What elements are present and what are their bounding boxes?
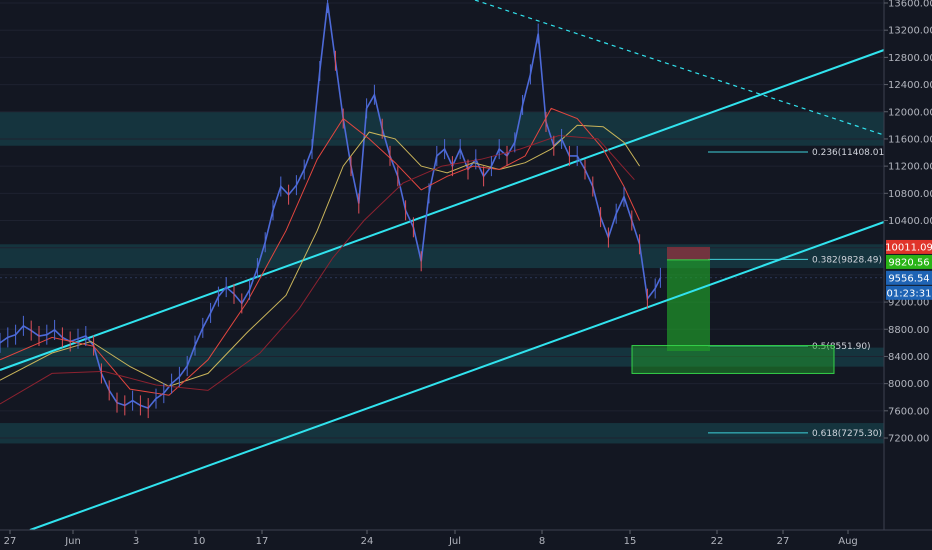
series-price: [0, 2, 662, 410]
y-tick-label-8: 10400.00: [888, 216, 932, 227]
y-tick-label-12: 12000.00: [888, 107, 932, 118]
y-tick-label-13: 12400.00: [888, 80, 932, 91]
position-stop-zone: [667, 246, 710, 260]
y-tick-label-0: 7200.00: [888, 434, 929, 445]
price-badges: 10011.09 9820.56 9556.54 01:23:31: [885, 239, 932, 300]
x-tick-label-1: Jun: [64, 536, 81, 547]
x-tick-label-6: Jul: [448, 536, 461, 547]
y-tick-label-4: 8800.00: [888, 325, 929, 336]
x-tick-label-3: 10: [193, 536, 206, 547]
badge-bg-3: [886, 285, 932, 300]
badge-bg-1: [886, 254, 932, 269]
badge-label-1: 9820.56: [888, 257, 929, 268]
badge-bg-0: [886, 239, 932, 254]
y-tick-label-1: 7600.00: [888, 406, 929, 417]
x-tick-label-2: 3: [133, 536, 139, 547]
channel-trendlines: [0, 0, 885, 531]
price-and-moving-averages: [0, 0, 662, 419]
x-tick-label-10: 27: [777, 536, 790, 547]
y-tick-label-11: 11600.00: [888, 134, 932, 145]
y-tick-label-15: 13200.00: [888, 26, 932, 37]
badge-label-3: 01:23:31: [887, 288, 932, 299]
x-tick-label-8: 15: [624, 536, 637, 547]
x-tick-label-5: 24: [361, 536, 374, 547]
badge-bg-2: [886, 270, 932, 285]
fib-label-3: 0.618(7275.30): [812, 429, 882, 439]
fib-label-0: 0.236(11408.01): [812, 148, 888, 158]
y-tick-label-16: 13600.00: [888, 0, 932, 10]
y-tick-label-14: 12800.00: [888, 53, 932, 64]
fib-label-1: 0.382(9828.49): [812, 255, 882, 265]
position-target-zone: [667, 259, 710, 351]
fib-label-2: 0.5(8551.90): [812, 342, 871, 352]
price-grid: [0, 2, 884, 439]
time-axis-bg: [0, 530, 932, 550]
series-ma-red: [0, 107, 641, 396]
x-tick-label-9: 22: [711, 536, 724, 547]
x-tick-label-4: 17: [256, 536, 269, 547]
badge-label-2: 9556.54: [888, 273, 929, 284]
zone-0: [0, 111, 884, 146]
channel-lower-line: [29, 221, 885, 531]
x-tick-label-7: 8: [539, 536, 545, 547]
fibonacci-levels: 0.236(11408.01) 0.382(9828.49) 0.5(8551.90…: [708, 148, 888, 439]
y-tick-label-5: 9200.00: [888, 298, 929, 309]
short-position-tool: [631, 246, 835, 374]
badge-label-0: 10011.09: [885, 242, 932, 253]
y-tick-label-9: 10800.00: [888, 189, 932, 200]
y-tick-label-3: 8400.00: [888, 352, 929, 363]
y-tick-label-10: 11200.00: [888, 162, 932, 173]
target-box: [631, 345, 835, 374]
y-tick-label-2: 8000.00: [888, 379, 929, 390]
zone-1: [0, 244, 884, 269]
series-ma-darkred: [0, 134, 635, 405]
channel-upper-line: [0, 49, 885, 371]
x-tick-label-11: Aug: [838, 536, 858, 547]
x-tick-label-0: 27: [4, 536, 17, 547]
